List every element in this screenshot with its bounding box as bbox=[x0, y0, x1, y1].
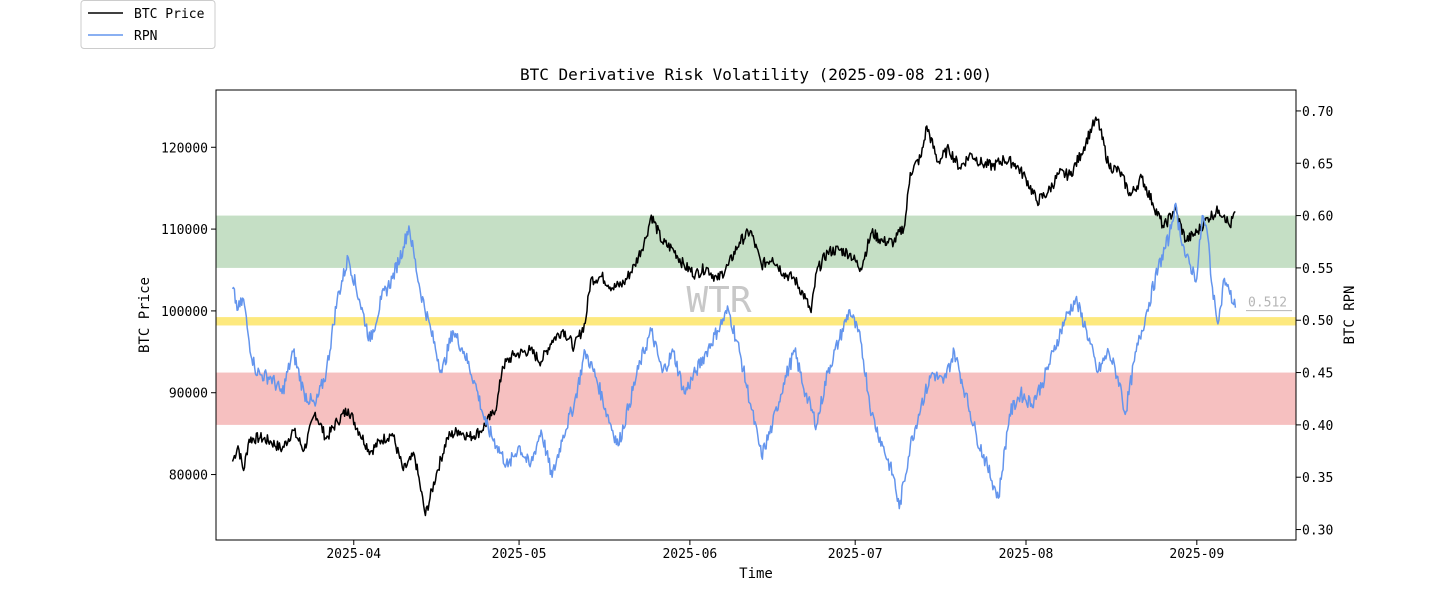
y-left-tick-label: 80000 bbox=[169, 469, 208, 484]
y-right-tick-label: 0.30 bbox=[1302, 524, 1333, 539]
last-value-label: 0.512 bbox=[1248, 296, 1287, 311]
y-right-tick-label: 0.40 bbox=[1302, 419, 1333, 434]
y-right-tick-label: 0.45 bbox=[1302, 367, 1333, 382]
y-axis-left-label: BTC Price bbox=[137, 277, 153, 353]
x-tick-label: 2025-08 bbox=[999, 547, 1054, 562]
chart-title: BTC Derivative Risk Volatility (2025-09-… bbox=[520, 65, 992, 84]
y-left-tick-label: 110000 bbox=[161, 223, 208, 238]
legend: BTC Price RPN bbox=[80, 0, 216, 49]
y-right-tick-label: 0.55 bbox=[1302, 262, 1333, 277]
x-tick-label: 2025-04 bbox=[326, 547, 381, 562]
x-tick-label: 2025-09 bbox=[1169, 547, 1224, 562]
series-layer bbox=[231, 116, 1237, 517]
y-left-tick-label: 100000 bbox=[161, 305, 208, 320]
y-right-tick-label: 0.60 bbox=[1302, 210, 1333, 225]
x-tick-label: 2025-07 bbox=[828, 547, 883, 562]
y-right-tick-label: 0.50 bbox=[1302, 314, 1333, 329]
y-left-tick-label: 90000 bbox=[169, 387, 208, 402]
y-right-tick-label: 0.65 bbox=[1302, 157, 1333, 172]
band-high bbox=[216, 215, 1296, 268]
plot-frame bbox=[215, 89, 1297, 541]
last-value-annotation: 0.512 bbox=[1246, 296, 1292, 312]
y-axis-left: 80000 90000 100000 110000 120000 bbox=[161, 141, 216, 484]
x-axis: 2025-04 2025-05 2025-06 2025-07 2025-08 2025-… bbox=[326, 540, 1224, 562]
series-line-1 bbox=[231, 202, 1237, 510]
x-axis-label: Time bbox=[739, 566, 773, 582]
y-axis-right-label: BTC RPN bbox=[1342, 285, 1358, 344]
watermark: WTR bbox=[686, 280, 751, 321]
x-tick-label: 2025-06 bbox=[662, 547, 717, 562]
y-left-tick-label: 120000 bbox=[161, 141, 208, 156]
y-right-tick-label: 0.70 bbox=[1302, 105, 1333, 120]
series-line-0 bbox=[231, 116, 1236, 517]
legend-label: BTC Price bbox=[134, 7, 205, 22]
legend-label: RPN bbox=[134, 29, 157, 44]
bands-layer bbox=[216, 215, 1296, 425]
band-mid bbox=[216, 317, 1296, 326]
y-right-tick-label: 0.35 bbox=[1302, 471, 1333, 486]
x-tick-label: 2025-05 bbox=[492, 547, 547, 562]
band-low bbox=[216, 372, 1296, 425]
y-axis-right: 0.30 0.35 0.40 0.45 0.50 0.55 0.60 0.65 0.70 bbox=[1296, 105, 1333, 539]
